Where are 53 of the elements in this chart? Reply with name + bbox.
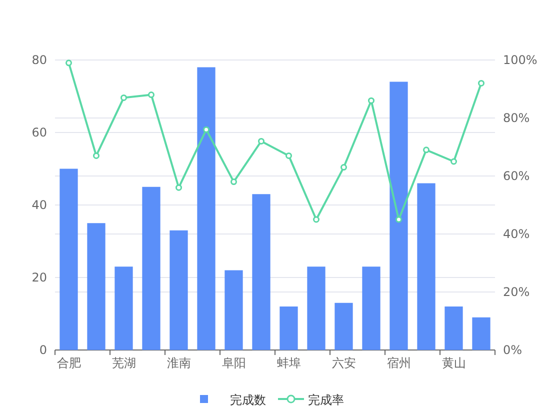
bar [472, 317, 490, 350]
point [396, 216, 402, 223]
point [176, 184, 182, 191]
bar [170, 230, 188, 350]
x-tick-label: 合肥 [56, 356, 81, 370]
y2-tick-label: 80% [503, 111, 530, 125]
point [148, 92, 154, 98]
x-tick-label: 六安 [332, 356, 356, 370]
y-tick-label: 60 [32, 126, 47, 140]
bar [114, 266, 133, 350]
x-tick-label: 淮南 [166, 356, 191, 370]
bar [252, 194, 270, 350]
bar [362, 266, 380, 350]
bar [280, 306, 298, 350]
legend-label: 完成率 [308, 393, 344, 407]
bar [390, 82, 408, 350]
bar [60, 168, 78, 350]
y2-tick-label: 60% [503, 169, 530, 183]
point [203, 126, 210, 133]
y-tick-label: 0 [39, 343, 47, 357]
point [93, 152, 100, 159]
y2-tick-label: 20% [503, 285, 530, 299]
point [286, 152, 292, 159]
x-tick-label: 芜湖 [112, 356, 136, 370]
point [258, 138, 264, 144]
point [66, 60, 72, 66]
x-tick-label: 阜阳 [222, 356, 246, 370]
y-tick-label: 20 [32, 270, 47, 284]
y-tick-label: 40 [32, 198, 47, 212]
bar [224, 270, 243, 350]
bar [142, 186, 160, 350]
y2-tick-label: 0% [503, 343, 522, 357]
point [478, 80, 484, 86]
point [423, 146, 430, 154]
x-tick-label: 蚌埠 [276, 356, 301, 370]
bar [417, 183, 436, 350]
legend-label: 完成数 [230, 393, 266, 407]
y2-tick-label: 100% [503, 53, 538, 67]
point [313, 216, 320, 223]
bar [444, 306, 463, 350]
bar [87, 223, 106, 350]
x-tick-label: 宿州 [386, 356, 411, 370]
x-tick-label: 黄山 [442, 356, 466, 370]
y-tick-label: 80 [32, 53, 47, 67]
point [230, 178, 237, 186]
bar [334, 302, 353, 350]
bar [307, 266, 326, 350]
y2-tick-label: 40% [503, 227, 530, 241]
bar [197, 67, 216, 350]
point [450, 158, 457, 165]
point [340, 164, 347, 171]
point [368, 97, 374, 104]
point [120, 94, 127, 101]
